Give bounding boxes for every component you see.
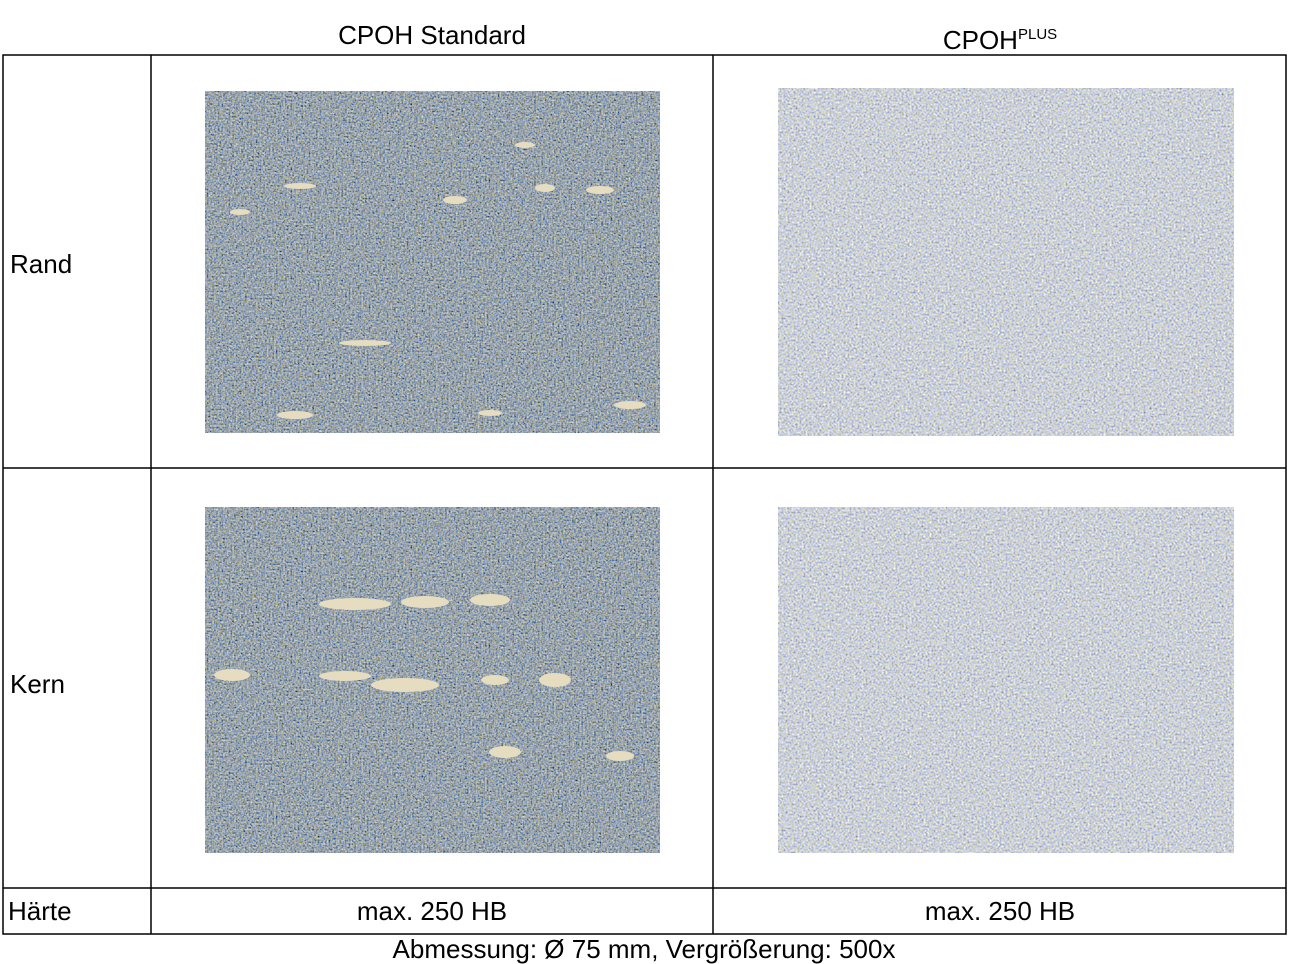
cell-value: max. 250 HB [357,896,507,926]
row-label: Rand [10,249,72,279]
row-label: Härte [8,896,72,926]
column-header-text: CPOH [943,25,1018,55]
page: CPOH Standard CPOHPLUS Rand Kern Härte m… [0,0,1289,963]
column-header-superscript: PLUS [1018,26,1057,43]
table-graphics [0,0,1289,963]
column-header: CPOHPLUS [943,20,1057,55]
column-header: CPOH Standard [338,20,526,50]
caption: Abmessung: Ø 75 mm, Vergrößerung: 500x [393,934,896,964]
row-label: Kern [10,669,65,699]
micrograph [778,507,1234,853]
cell-value: max. 250 HB [925,896,1075,926]
micrograph [205,507,660,853]
micrograph [778,88,1234,436]
micrograph [205,91,660,433]
